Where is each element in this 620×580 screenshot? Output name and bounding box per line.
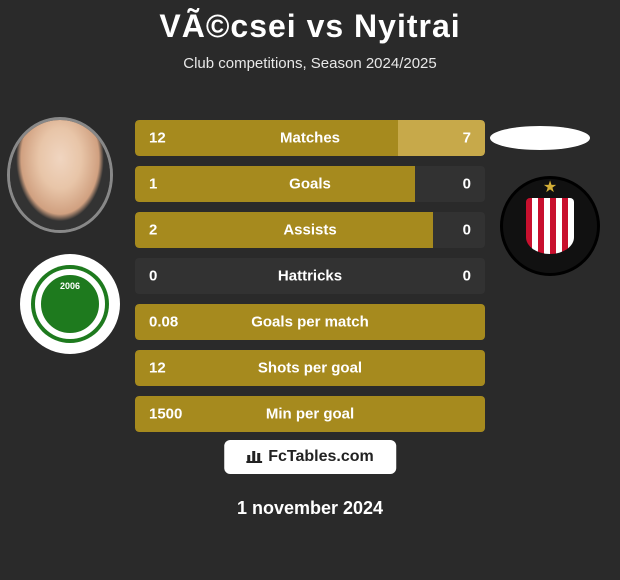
chart-icon xyxy=(246,449,262,466)
date-label: 1 november 2024 xyxy=(237,498,383,519)
stat-label: Min per goal xyxy=(266,406,354,423)
stat-value-left: 12 xyxy=(149,360,166,377)
stat-label: Shots per goal xyxy=(258,360,362,377)
stat-value-left: 12 xyxy=(149,130,166,147)
stat-label: Goals xyxy=(289,176,331,193)
stat-row-goals: 1 Goals 0 xyxy=(135,166,485,202)
stat-value-left: 1 xyxy=(149,176,157,193)
player-right-avatar xyxy=(490,126,590,150)
stat-value-right: 0 xyxy=(463,268,471,285)
stat-value-left: 2 xyxy=(149,222,157,239)
stat-label: Goals per match xyxy=(251,314,369,331)
club-right-shield-icon xyxy=(526,198,574,254)
stat-value-left: 0 xyxy=(149,268,157,285)
player-left-avatar xyxy=(10,120,110,230)
stat-row-matches: 12 Matches 7 xyxy=(135,120,485,156)
stat-value-right: 7 xyxy=(463,130,471,147)
club-left-logo xyxy=(20,254,120,354)
brand-badge[interactable]: FcTables.com xyxy=(224,440,396,474)
stats-container: 12 Matches 7 1 Goals 0 2 Assists 0 0 Hat… xyxy=(135,120,485,442)
stat-bar-left xyxy=(135,166,415,202)
stat-value-right: 0 xyxy=(463,176,471,193)
stat-row-assists: 2 Assists 0 xyxy=(135,212,485,248)
club-left-logo-inner xyxy=(35,269,105,339)
stat-row-hattricks: 0 Hattricks 0 xyxy=(135,258,485,294)
stat-bar-right xyxy=(398,120,486,156)
stat-row-goals-per-match: 0.08 Goals per match xyxy=(135,304,485,340)
page-title: VÃ©csei vs Nyitrai xyxy=(0,0,620,45)
brand-label: FcTables.com xyxy=(268,448,374,466)
page-subtitle: Club competitions, Season 2024/2025 xyxy=(0,55,620,72)
stat-value-left: 1500 xyxy=(149,406,182,423)
stat-bar-left xyxy=(135,120,398,156)
stat-row-shots-per-goal: 12 Shots per goal xyxy=(135,350,485,386)
club-right-logo xyxy=(500,176,600,276)
stat-label: Hattricks xyxy=(278,268,342,285)
stat-label: Matches xyxy=(280,130,340,147)
stat-row-min-per-goal: 1500 Min per goal xyxy=(135,396,485,432)
stat-value-right: 0 xyxy=(463,222,471,239)
stat-value-left: 0.08 xyxy=(149,314,178,331)
stat-label: Assists xyxy=(283,222,336,239)
